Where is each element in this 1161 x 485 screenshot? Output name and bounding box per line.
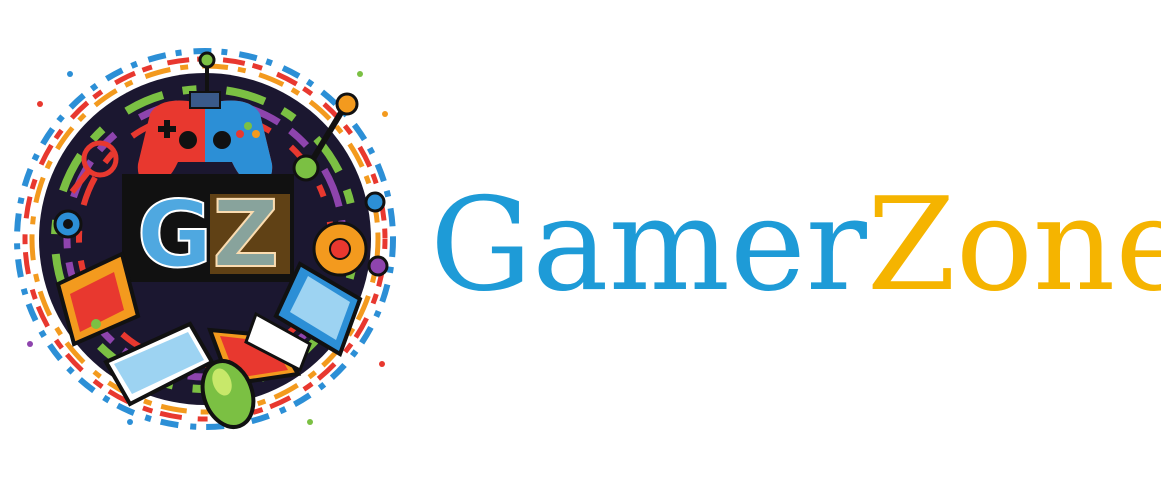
laptop-icon xyxy=(55,251,141,347)
gear-icon xyxy=(312,191,389,277)
gear-icon-left xyxy=(53,209,83,239)
emblem-svg: GZ xyxy=(14,48,396,430)
brand-name-zone: Zone xyxy=(866,171,1161,320)
gz-monogram: GZ xyxy=(122,174,294,289)
outer-ring-dashes xyxy=(14,48,396,430)
decorative-dots xyxy=(27,71,388,425)
monogram-text: GZ xyxy=(137,181,279,288)
gamepad-icon xyxy=(137,51,273,184)
brand-wordmark: Gamer Zone xyxy=(430,150,1161,310)
joystick-icon xyxy=(292,92,359,182)
gamerzone-logo-emblem: GZ xyxy=(10,44,400,434)
mouse-icon xyxy=(200,359,256,429)
laptop-icon-right xyxy=(244,261,363,373)
brand-name-gamer: Gamer xyxy=(430,171,867,320)
magnifier-icon xyxy=(69,140,119,194)
